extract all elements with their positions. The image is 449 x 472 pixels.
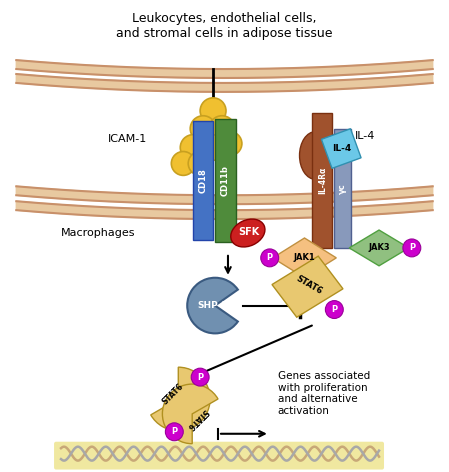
Circle shape [191,368,209,386]
Text: γc: γc [338,183,347,194]
Wedge shape [187,278,238,333]
Text: P: P [197,372,203,382]
Polygon shape [272,256,343,317]
Bar [215,119,236,242]
Text: JAK1: JAK1 [294,253,315,262]
Text: Genes associated
with proliferation
and alternative
activation: Genes associated with proliferation and … [277,371,370,416]
Ellipse shape [231,219,265,247]
Circle shape [209,116,235,142]
Text: P: P [267,253,273,262]
Circle shape [199,135,225,160]
Text: IL-4Rα: IL-4Rα [318,167,327,194]
FancyBboxPatch shape [54,442,384,470]
Text: JAK3: JAK3 [368,244,390,253]
Text: ICAM-1: ICAM-1 [108,134,147,143]
Circle shape [261,249,279,267]
Text: CD18: CD18 [198,168,207,193]
Circle shape [165,423,183,441]
Text: SFK: SFK [238,227,260,237]
Ellipse shape [316,131,335,152]
Text: Leukocytes, endothelial cells,
and stromal cells in adipose tissue: Leukocytes, endothelial cells, and strom… [116,12,332,40]
Circle shape [200,98,226,124]
Ellipse shape [299,132,331,179]
Polygon shape [349,230,409,266]
Polygon shape [321,129,361,169]
Polygon shape [16,74,433,92]
Circle shape [172,152,195,176]
Bar [335,129,351,248]
Text: SHP-1: SHP-1 [198,301,229,310]
Circle shape [190,116,216,142]
Bar [193,121,213,240]
Text: STAT6: STAT6 [185,406,210,431]
Polygon shape [16,186,433,204]
Polygon shape [273,238,336,278]
Wedge shape [163,384,218,444]
Circle shape [180,135,206,160]
Polygon shape [16,60,433,78]
Text: Macrophages: Macrophages [61,228,136,238]
Text: P: P [409,244,415,253]
Wedge shape [151,367,210,431]
Polygon shape [16,201,433,219]
Circle shape [326,301,343,319]
Text: STAT6: STAT6 [295,274,324,296]
Text: P: P [331,305,337,314]
Bar [313,113,332,248]
Text: IL-4: IL-4 [332,144,351,153]
Text: STAT6: STAT6 [161,382,186,406]
Text: IL-4: IL-4 [355,131,375,141]
Circle shape [403,239,421,257]
Text: P: P [171,427,177,436]
Circle shape [218,132,242,155]
Circle shape [188,152,212,176]
Text: CD11b: CD11b [221,165,230,196]
